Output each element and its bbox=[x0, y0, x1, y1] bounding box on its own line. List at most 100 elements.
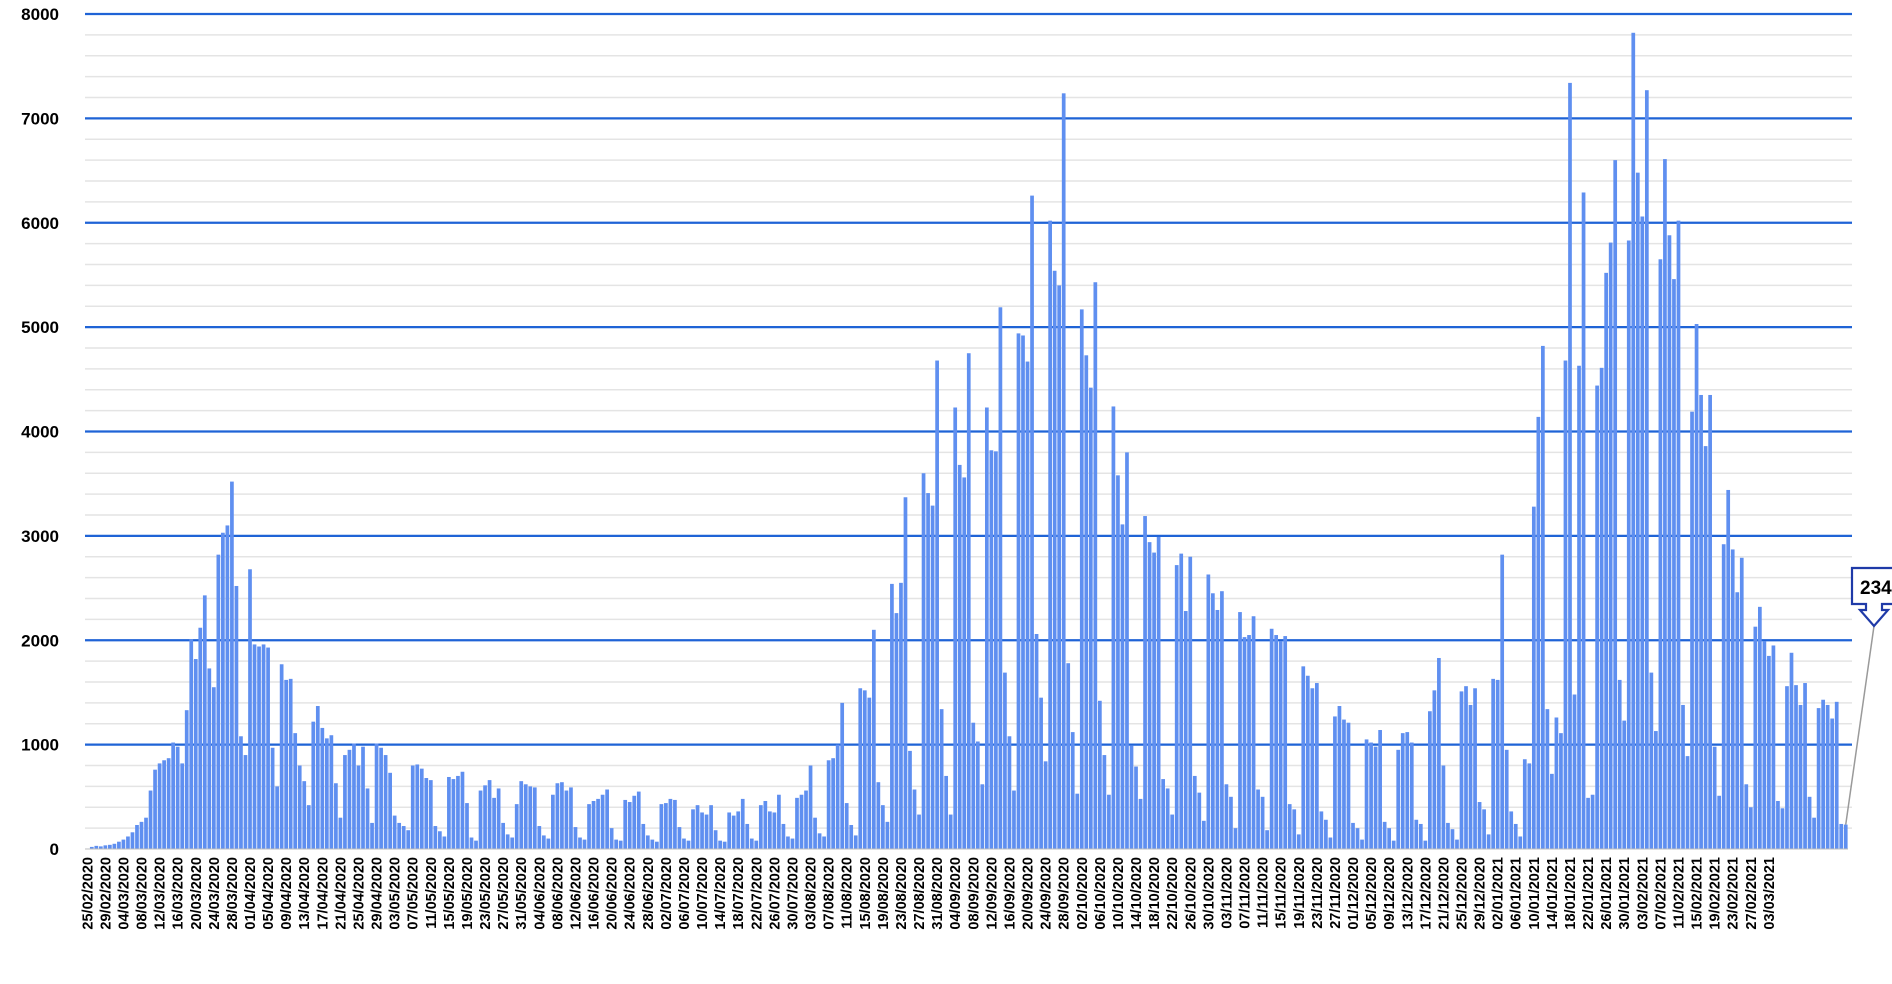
x-tick-label: 04/03/2020 bbox=[116, 857, 132, 930]
bar bbox=[659, 804, 664, 849]
bar bbox=[211, 687, 216, 849]
x-tick-label: 03/02/2021 bbox=[1635, 857, 1651, 930]
x-tick-label: 02/07/2020 bbox=[659, 857, 675, 930]
bar bbox=[1554, 717, 1559, 849]
bar bbox=[1192, 775, 1197, 849]
bar bbox=[858, 688, 863, 849]
bar bbox=[1527, 763, 1532, 849]
x-tick-label: 16/06/2020 bbox=[587, 857, 603, 930]
bar bbox=[1400, 733, 1405, 849]
bar bbox=[971, 722, 976, 849]
bar bbox=[1586, 797, 1590, 849]
bar bbox=[1238, 612, 1242, 849]
bar bbox=[1066, 663, 1071, 849]
bar bbox=[1116, 475, 1120, 849]
bar bbox=[465, 803, 469, 849]
bar bbox=[1590, 794, 1595, 849]
bar bbox=[388, 772, 392, 849]
bar bbox=[329, 735, 334, 849]
bar bbox=[428, 780, 433, 849]
bar bbox=[849, 824, 854, 849]
bar bbox=[1409, 742, 1414, 849]
bar bbox=[686, 840, 691, 849]
bar bbox=[826, 760, 831, 849]
bar bbox=[1428, 711, 1432, 849]
bar bbox=[890, 583, 894, 849]
x-tick-label: 17/12/2020 bbox=[1418, 857, 1434, 930]
bar bbox=[103, 845, 108, 849]
bar bbox=[1098, 700, 1102, 849]
bar bbox=[1314, 683, 1319, 849]
bar bbox=[379, 747, 383, 849]
x-tick-label: 15/05/2020 bbox=[442, 857, 458, 930]
bar bbox=[1730, 549, 1735, 849]
x-tick-label: 28/06/2020 bbox=[641, 857, 657, 930]
bar bbox=[1152, 552, 1156, 849]
bar bbox=[184, 710, 189, 849]
x-tick-label: 20/06/2020 bbox=[605, 857, 621, 930]
bar bbox=[1486, 834, 1491, 849]
bar bbox=[306, 805, 311, 849]
x-tick-label: 11/11/2020 bbox=[1256, 857, 1272, 928]
bar bbox=[1541, 345, 1545, 849]
bar bbox=[108, 844, 112, 849]
bar bbox=[148, 790, 153, 849]
bar bbox=[1613, 160, 1618, 850]
bar bbox=[871, 629, 876, 849]
bar bbox=[1346, 722, 1351, 849]
bar bbox=[736, 811, 741, 849]
x-tick-label: 03/03/2021 bbox=[1762, 857, 1778, 930]
x-tick-label: 18/10/2020 bbox=[1147, 857, 1163, 930]
bar bbox=[1843, 824, 1848, 849]
x-tick-label: 23/05/2020 bbox=[478, 857, 494, 930]
bar bbox=[727, 812, 732, 849]
bar bbox=[1360, 839, 1364, 849]
bar bbox=[1088, 387, 1093, 849]
bar bbox=[1744, 784, 1749, 849]
bar bbox=[1631, 32, 1636, 850]
x-tick-label: 05/04/2020 bbox=[261, 857, 277, 930]
bar bbox=[1134, 766, 1138, 849]
bar bbox=[1663, 159, 1667, 849]
bar bbox=[569, 787, 573, 849]
bar bbox=[279, 664, 284, 849]
bar bbox=[1224, 784, 1229, 849]
bar bbox=[1170, 814, 1175, 849]
bar bbox=[315, 706, 320, 849]
x-tick-label: 02/01/2021 bbox=[1491, 857, 1507, 930]
callout-leader-line bbox=[1844, 625, 1875, 825]
x-tick-label: 01/04/2020 bbox=[243, 857, 259, 930]
bar bbox=[1251, 616, 1256, 849]
bar bbox=[758, 805, 763, 849]
bar bbox=[487, 780, 492, 849]
bar bbox=[112, 843, 117, 849]
bar bbox=[953, 407, 958, 849]
bar bbox=[713, 830, 718, 849]
bar bbox=[1206, 574, 1211, 849]
bar bbox=[984, 407, 989, 849]
bar bbox=[1070, 732, 1075, 849]
bar bbox=[944, 775, 949, 849]
bar bbox=[1816, 708, 1821, 849]
bar bbox=[505, 834, 510, 849]
bar bbox=[1699, 394, 1703, 849]
bar bbox=[1351, 822, 1355, 849]
bar bbox=[1342, 719, 1346, 849]
bar bbox=[1292, 809, 1297, 849]
bar bbox=[700, 812, 704, 849]
bar bbox=[1418, 823, 1423, 849]
x-tick-label: 03/05/2020 bbox=[388, 857, 404, 930]
bar bbox=[1577, 365, 1581, 849]
x-tick-label: 24/03/2020 bbox=[207, 857, 223, 930]
x-tick-label: 05/12/2020 bbox=[1364, 857, 1380, 930]
bar bbox=[288, 678, 293, 849]
bar bbox=[1685, 756, 1690, 849]
bar bbox=[171, 742, 176, 849]
bar bbox=[1305, 675, 1310, 849]
x-tick-label: 07/11/2020 bbox=[1238, 857, 1254, 929]
bar bbox=[772, 812, 777, 849]
bar bbox=[410, 765, 415, 849]
bar bbox=[1712, 746, 1717, 849]
y-tick-label: 2000 bbox=[21, 631, 59, 650]
bar bbox=[790, 838, 795, 849]
